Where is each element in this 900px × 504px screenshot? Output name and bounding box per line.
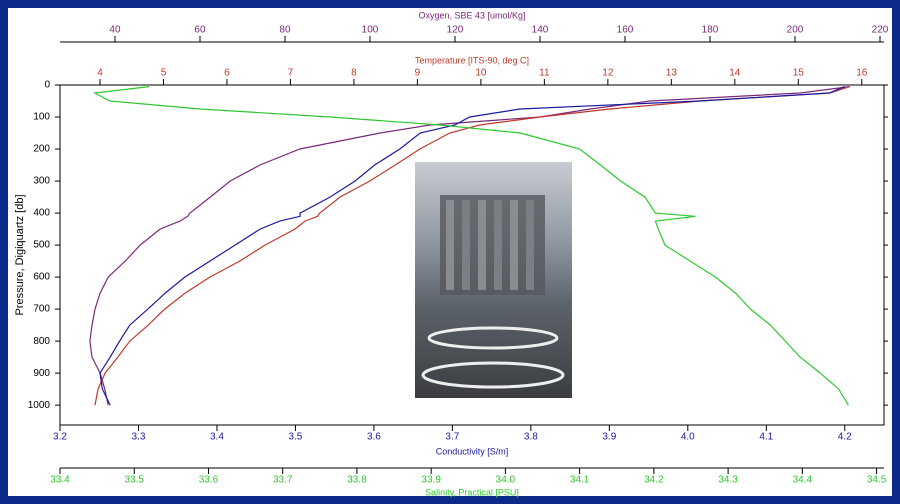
x-tick-label: 160 — [617, 25, 634, 36]
y-tick-label: 600 — [33, 272, 50, 283]
page: {"chart_data": { "type": "line", "y_titl… — [0, 0, 900, 504]
x-tick-label: 14 — [729, 68, 741, 79]
x-tick-label: 33.7 — [273, 475, 293, 486]
x-tick-label: 4.1 — [759, 432, 773, 443]
x-tick-label: 120 — [447, 25, 464, 36]
x-tick-label: 3.4 — [210, 432, 224, 443]
x-tick-label: 3.9 — [602, 432, 616, 443]
y-tick-label: 0 — [44, 80, 50, 91]
x-tick-label: 11 — [539, 68, 550, 79]
x-tick-label: 34.5 — [867, 475, 887, 486]
x-tick-label: 33.4 — [50, 475, 70, 486]
y-tick-label: 400 — [33, 208, 50, 219]
x-tick-label: 9 — [415, 68, 421, 79]
x-tick-label: 3.5 — [288, 432, 302, 443]
x-tick-label: 220 — [872, 25, 889, 36]
x-tick-label: 33.9 — [421, 475, 441, 486]
y-tick-label: 500 — [33, 240, 50, 251]
x-tick-label: 10 — [475, 68, 487, 79]
x-tick-label: 4 — [97, 68, 103, 79]
x-tick-label: 3.3 — [132, 432, 146, 443]
x-tick-label: 15 — [793, 68, 805, 79]
y-tick-label: 100 — [33, 112, 50, 123]
x-axis-title: Conductivity [S/m] — [436, 446, 509, 456]
x-tick-label: 80 — [279, 25, 291, 36]
x-axis-title: Salinity, Practical [PSU] — [425, 487, 519, 497]
y-tick-label: 300 — [33, 176, 50, 187]
x-tick-label: 33.5 — [124, 475, 144, 486]
photo — [415, 162, 572, 398]
x-tick-label: 7 — [288, 68, 294, 79]
x-tick-label: 12 — [602, 68, 614, 79]
x-tick-label: 3.6 — [367, 432, 381, 443]
y-tick-label: 900 — [33, 368, 50, 379]
chart: Pressure, Digiquartz [db] 0 100 200 300 400 5… — [0, 0, 900, 504]
x-tick-label: 140 — [532, 25, 549, 36]
x-tick-label: 34.0 — [496, 475, 516, 486]
x-tick-label: 4.0 — [681, 432, 695, 443]
x-tick-label: 3.7 — [445, 432, 459, 443]
x-tick-label: 100 — [362, 25, 379, 36]
y-tick-label: 800 — [33, 336, 50, 347]
y-tick-label: 1000 — [28, 400, 51, 411]
x-tick-label: 34.4 — [793, 475, 813, 486]
x-tick-label: 8 — [351, 68, 357, 79]
x-tick-label: 34.2 — [644, 475, 664, 486]
x-tick-label: 33.8 — [347, 475, 367, 486]
y-tick-label: 700 — [33, 304, 50, 315]
x-tick-label: 34.1 — [570, 475, 590, 486]
x-tick-label: 34.3 — [718, 475, 738, 486]
x-tick-label: 200 — [787, 25, 804, 36]
x-tick-label: 3.2 — [53, 432, 67, 443]
x-tick-label: 4.2 — [838, 432, 852, 443]
x-tick-label: 3.8 — [524, 432, 538, 443]
x-tick-label: 60 — [194, 25, 206, 36]
x-axis-title: Oxygen, SBE 43 [umol/Kg] — [418, 10, 525, 20]
x-tick-label: 33.6 — [199, 475, 219, 486]
x-axis-title: Temperature [ITS-90, deg C] — [415, 55, 529, 65]
x-tick-label: 5 — [161, 68, 167, 79]
x-tick-label: 16 — [856, 68, 868, 79]
y-axis-title: Pressure, Digiquartz [db] — [14, 194, 26, 315]
y-tick-label: 200 — [33, 144, 50, 155]
x-tick-label: 40 — [109, 25, 121, 36]
x-tick-label: 180 — [702, 25, 719, 36]
x-tick-label: 13 — [666, 68, 678, 79]
x-tick-label: 6 — [224, 68, 230, 79]
